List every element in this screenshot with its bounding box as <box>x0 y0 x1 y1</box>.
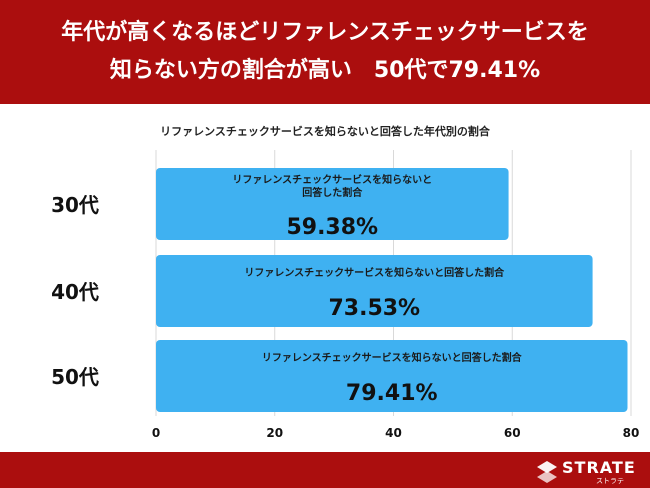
bar-value-label-1: 73.53% <box>328 296 420 321</box>
bar-value-label-2: 79.41% <box>346 381 438 406</box>
x-tick-label-40: 40 <box>385 426 402 440</box>
bar-label-1-0: リファレンスチェックサービスを知らないと回答した割合 <box>244 266 505 279</box>
x-tick-label-20: 20 <box>266 426 283 440</box>
bar-label-2-0: リファレンスチェックサービスを知らないと回答した割合 <box>262 351 523 364</box>
bar-1 <box>156 255 593 327</box>
bar-chart: リファレンスチェックサービスを知らないと回答した割合59.38%30代リファレン… <box>51 150 640 440</box>
strate-logo-icon <box>537 461 557 483</box>
category-label-1: 40代 <box>51 280 99 304</box>
brand-subtitle: ストラテ <box>596 477 624 485</box>
chart-title: リファレンスチェックサービスを知らないと回答した年代別の割合 <box>160 125 490 138</box>
headline-line-1: 年代が高くなるほどリファレンスチェックサービスを <box>61 20 589 45</box>
category-label-2: 50代 <box>51 365 99 389</box>
x-tick-label-0: 0 <box>152 426 160 440</box>
bar-2 <box>156 340 628 412</box>
bar-0 <box>156 168 509 240</box>
headline-line-2: 知らない方の割合が高い 50代で79.41% <box>109 58 541 83</box>
x-tick-label-80: 80 <box>623 426 640 440</box>
brand-name: STRATE <box>562 458 636 477</box>
bar-value-label-0: 59.38% <box>286 215 378 240</box>
brand-logo: STRATE ストラテ <box>536 458 646 486</box>
bar-label-0-1: 回答した割合 <box>302 186 363 199</box>
x-tick-label-60: 60 <box>504 426 521 440</box>
bar-label-0-0: リファレンスチェックサービスを知らないと <box>232 173 432 186</box>
header-banner <box>0 0 650 104</box>
category-label-0: 30代 <box>51 193 99 217</box>
footer-banner <box>0 452 650 488</box>
